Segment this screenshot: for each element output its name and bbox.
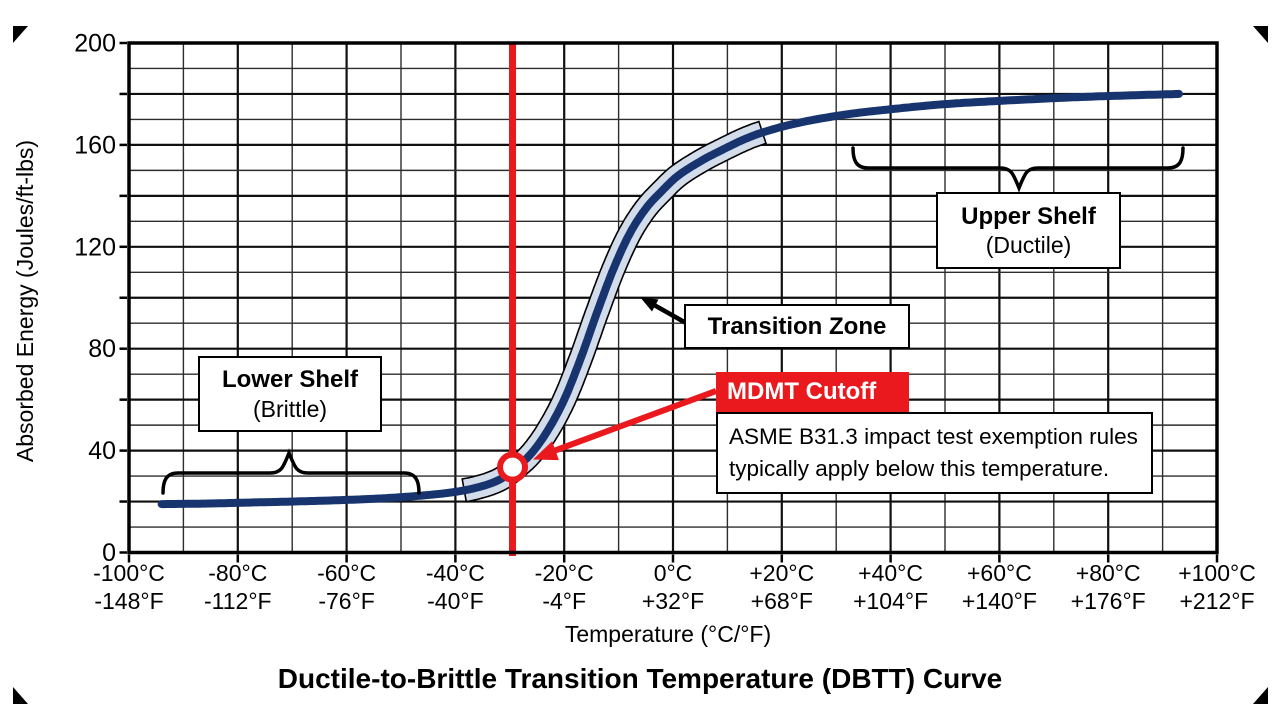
x-tick-label-f: +140°F bbox=[962, 588, 1037, 614]
x-tick-label-f: +104°F bbox=[853, 588, 928, 614]
mdmt-cutoff-label: MDMT Cutoff bbox=[727, 378, 877, 405]
axis-ticks bbox=[119, 41, 1219, 563]
mdmt-arrow bbox=[533, 388, 718, 461]
x-tick-label-f: +176°F bbox=[1071, 588, 1146, 614]
x-tick-label-c: -100°C bbox=[93, 560, 165, 586]
transition-zone-arrow bbox=[640, 297, 688, 325]
x-tick-label-f: +32°F bbox=[642, 588, 704, 614]
energy-curve-path bbox=[157, 89, 1183, 509]
mdmt-note-box: ASME B31.3 impact test exemption rules t… bbox=[716, 412, 1153, 494]
transition-band bbox=[461, 120, 768, 503]
lower-shelf-title: Lower Shelf bbox=[221, 366, 359, 394]
x-tick-label-c: +80°C bbox=[1076, 560, 1141, 586]
x-tick-label-f: -112°F bbox=[204, 588, 272, 614]
y-tick-label: 40 bbox=[88, 437, 116, 465]
mdmt-marker bbox=[497, 451, 529, 483]
x-tick-label-c: +40°C bbox=[858, 560, 923, 586]
y-tick-label: 160 bbox=[74, 131, 116, 159]
mdmt-marker-circle bbox=[497, 451, 529, 483]
x-tick-label-f: -40°F bbox=[427, 588, 484, 614]
x-tick-label-f: +68°F bbox=[751, 588, 813, 614]
x-tick-label-c: -60°C bbox=[317, 560, 376, 586]
plot-border bbox=[127, 41, 1219, 555]
x-tick-label-f: +212°F bbox=[1179, 588, 1254, 614]
mdmt-cutoff-label-box: MDMT Cutoff bbox=[716, 372, 909, 412]
x-tick-label-c: +100°C bbox=[1178, 560, 1256, 586]
chart-title: Ductile-to-Brittle Transition Temperatur… bbox=[277, 663, 1003, 694]
x-tick-label-f: -4°F bbox=[542, 588, 586, 614]
x-tick-label-c: -20°C bbox=[535, 560, 594, 586]
y-tick-label: 80 bbox=[88, 335, 116, 363]
y-axis-title: Absorbed Energy (Joules/ft-lbs) bbox=[12, 139, 38, 463]
upper-shelf-label-box: Upper Shelf (Ductile) bbox=[936, 192, 1121, 269]
transition-zone-label: Transition Zone bbox=[707, 312, 887, 340]
axis-tick-labels: -100°C-148°F-80°C-112°F-60°C-76°F-40°C-4… bbox=[74, 30, 1256, 615]
x-tick-label-f: -148°F bbox=[94, 588, 163, 614]
x-tick-label-c: -40°C bbox=[426, 560, 485, 586]
y-tick-label: 120 bbox=[74, 233, 116, 261]
energy-curve bbox=[157, 89, 1183, 509]
mdmt-note-text: ASME B31.3 impact test exemption rules t… bbox=[729, 424, 1138, 481]
x-tick-label-c: +60°C bbox=[967, 560, 1032, 586]
lower-shelf-brace bbox=[161, 448, 421, 495]
transition-zone-label-box: Transition Zone bbox=[684, 304, 910, 349]
y-tick-label: 0 bbox=[102, 539, 116, 567]
lower-shelf-label-box: Lower Shelf (Brittle) bbox=[198, 356, 382, 432]
upper-shelf-subtitle: (Ductile) bbox=[985, 232, 1072, 259]
x-tick-label-c: +20°C bbox=[749, 560, 814, 586]
x-tick-label-c: 0°C bbox=[654, 560, 693, 586]
transition-band-shape bbox=[461, 120, 768, 503]
x-tick-label-c: -80°C bbox=[208, 560, 267, 586]
upper-shelf-title: Upper Shelf bbox=[961, 202, 1096, 230]
x-axis-title: Temperature (°C/°F) bbox=[564, 621, 772, 647]
x-tick-label-f: -76°F bbox=[318, 588, 375, 614]
plot-frame bbox=[127, 41, 1219, 555]
upper-shelf-brace bbox=[851, 146, 1185, 193]
y-tick-label: 200 bbox=[74, 30, 116, 58]
lower-shelf-subtitle: (Brittle) bbox=[252, 395, 328, 422]
